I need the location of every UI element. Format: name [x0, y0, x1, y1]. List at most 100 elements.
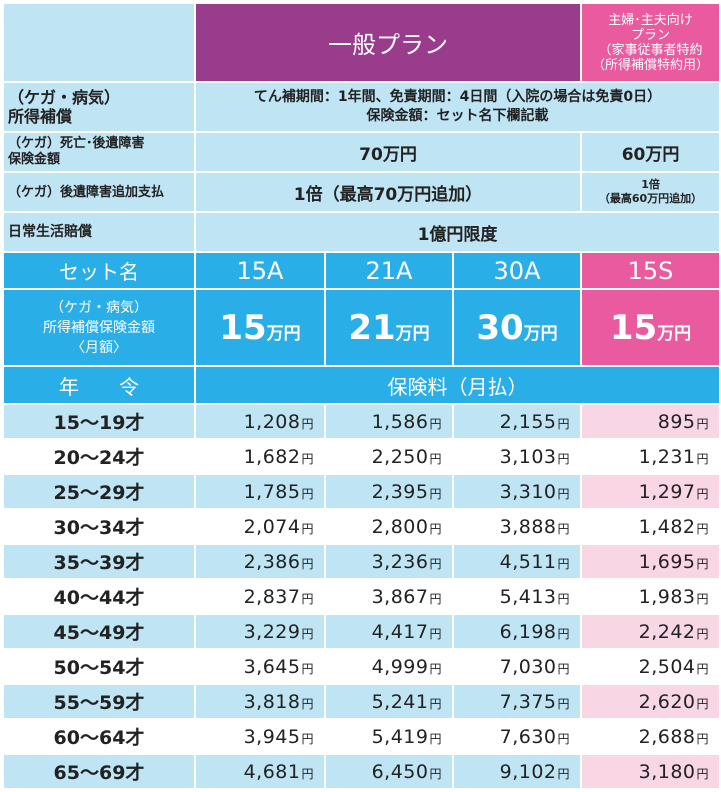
currency-unit: 円 — [301, 731, 314, 746]
corner-cell — [2, 2, 196, 83]
premium-cell: 2,250円 — [324, 438, 454, 475]
currency-unit: 円 — [301, 451, 314, 466]
premium-header: 保険料（月払） — [193, 365, 721, 405]
premium-cell: 3,867円 — [324, 578, 454, 615]
premium-cell: 2,242円 — [580, 613, 721, 650]
death-disability-label: （ケガ）死亡･後遺障害 保険金額 — [2, 131, 196, 173]
premium-cell: 1,983円 — [580, 578, 721, 615]
currency-unit: 円 — [429, 521, 442, 536]
currency-unit: 円 — [696, 486, 710, 501]
premium-value: 7,030 — [499, 655, 557, 678]
age-range-cell: 15〜19才 — [2, 403, 196, 440]
premium-value: 2,800 — [371, 515, 429, 538]
table-row: 15〜19才 1,208円 1,586円 2,155円 895円 — [2, 403, 721, 440]
currency-unit: 円 — [301, 591, 314, 606]
currency-unit: 円 — [301, 556, 314, 571]
premium-value: 2,504 — [638, 655, 696, 678]
premium-value: 1,586 — [371, 410, 429, 433]
premium-value: 5,419 — [371, 725, 429, 748]
currency-unit: 円 — [301, 521, 314, 536]
age-range-cell: 65〜69才 — [2, 753, 196, 790]
currency-unit: 円 — [429, 696, 442, 711]
currency-unit: 円 — [696, 521, 710, 536]
premium-cell: 2,620円 — [580, 683, 721, 720]
amount-label: （ケガ・病気） 所得補償保険金額 〈月額〉 — [2, 288, 196, 367]
income-coverage-label: （ケガ・病気） 所得補償 — [2, 81, 196, 133]
premium-cell: 9,102円 — [451, 753, 583, 790]
currency-unit: 円 — [429, 766, 442, 781]
death-disability-general: 70万円 — [193, 131, 583, 173]
additional-payment-label: （ケガ）後遺障害追加支払 — [2, 171, 196, 213]
premium-cell: 2,155円 — [451, 403, 583, 440]
premium-cell: 7,630円 — [451, 718, 583, 755]
table-row: 60〜64才 3,945円 5,419円 7,630円 2,688円 — [2, 718, 721, 755]
set-name-label: セット名 — [2, 251, 196, 290]
table-row: 50〜54才 3,645円 4,999円 7,030円 2,504円 — [2, 648, 721, 685]
premium-value: 3,867 — [371, 585, 429, 608]
premium-value: 1,983 — [638, 585, 696, 608]
currency-unit: 円 — [301, 626, 314, 641]
premium-value: 1,695 — [638, 550, 696, 573]
age-range-cell: 45〜49才 — [2, 613, 196, 650]
table-row: 25〜29才 1,785円 2,395円 3,310円 1,297円 — [2, 473, 721, 510]
currency-unit: 円 — [557, 486, 571, 501]
premium-value: 3,236 — [371, 550, 429, 573]
death-disability-special: 60万円 — [580, 131, 721, 173]
premium-value: 6,198 — [499, 620, 557, 643]
currency-unit: 円 — [429, 591, 442, 606]
currency-unit: 円 — [429, 451, 442, 466]
table-row: 30〜34才 2,074円 2,800円 3,888円 1,482円 — [2, 508, 721, 545]
premium-value: 3,645 — [243, 655, 301, 678]
premium-cell: 2,074円 — [194, 508, 326, 545]
premium-cell: 3,103円 — [451, 438, 583, 475]
currency-unit: 円 — [301, 766, 314, 781]
premium-cell: 2,395円 — [324, 473, 454, 510]
premium-value: 1,682 — [243, 445, 301, 468]
additional-payment-general: 1倍（最高70万円追加） — [193, 171, 583, 213]
premium-cell: 2,688円 — [580, 718, 721, 755]
premium-cell: 3,236円 — [324, 543, 454, 580]
special-plan-header: 主婦･主夫向け プラン （家事従事者特約 （所得補償特約用） — [580, 2, 721, 83]
premium-cell: 1,785円 — [194, 473, 326, 510]
premium-value: 1,785 — [243, 480, 301, 503]
premium-cell: 3,888円 — [451, 508, 583, 545]
general-plan-header: 一般プラン — [193, 2, 583, 83]
age-range-cell: 30〜34才 — [2, 508, 196, 545]
premium-value: 5,241 — [371, 690, 429, 713]
premium-cell: 1,482円 — [580, 508, 721, 545]
currency-unit: 円 — [557, 556, 571, 571]
premium-value: 3,310 — [499, 480, 557, 503]
premium-value: 3,818 — [243, 690, 301, 713]
premium-cell: 4,999円 — [324, 648, 454, 685]
premium-cell: 5,241円 — [324, 683, 454, 720]
currency-unit: 円 — [696, 731, 710, 746]
currency-unit: 円 — [696, 591, 710, 606]
premium-cell: 3,310円 — [451, 473, 583, 510]
premium-cell: 5,419円 — [324, 718, 454, 755]
currency-unit: 円 — [557, 591, 571, 606]
premium-value: 4,511 — [499, 550, 557, 573]
premium-value: 4,681 — [243, 760, 301, 783]
currency-unit: 円 — [301, 696, 314, 711]
amount-15s: 15万円 — [580, 288, 721, 367]
table-row: 35〜39才 2,386円 3,236円 4,511円 1,695円 — [2, 543, 721, 580]
premium-cell: 895円 — [580, 403, 721, 440]
premium-cell: 5,413円 — [451, 578, 583, 615]
premium-value: 2,242 — [638, 620, 696, 643]
premium-value: 4,417 — [371, 620, 429, 643]
currency-unit: 円 — [557, 731, 571, 746]
age-header: 年 令 — [2, 365, 196, 405]
table-row: 45〜49才 3,229円 4,417円 6,198円 2,242円 — [2, 613, 721, 650]
premium-cell: 2,800円 — [324, 508, 454, 545]
premium-value: 7,375 — [499, 690, 557, 713]
currency-unit: 円 — [696, 696, 710, 711]
currency-unit: 円 — [429, 556, 442, 571]
premium-cell: 2,386円 — [194, 543, 326, 580]
liability-label: 日常生活賠償 — [2, 211, 196, 253]
premium-cell: 3,180円 — [580, 753, 721, 790]
amount-21a: 21万円 — [324, 288, 454, 367]
premium-value: 2,395 — [371, 480, 429, 503]
premium-cell: 3,645円 — [194, 648, 326, 685]
set-name-30a: 30A — [451, 251, 583, 290]
